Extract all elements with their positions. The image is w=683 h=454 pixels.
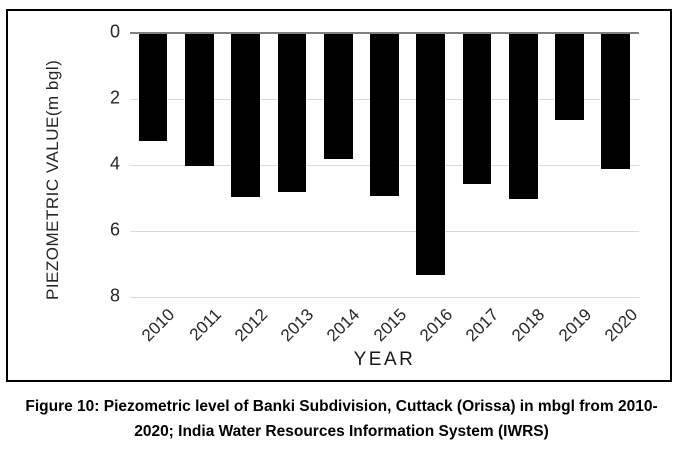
- bar-2017: [462, 34, 492, 185]
- bar-2010: [138, 34, 168, 142]
- bar-2012: [231, 34, 260, 198]
- bar-2016: [416, 34, 446, 275]
- bar-2015: [370, 34, 399, 196]
- x-tick-label-2010: 2010: [138, 305, 179, 346]
- y-tick-label-4: 4: [109, 153, 120, 174]
- bar-slot-2019: [546, 33, 592, 297]
- bar-slot-2010: [130, 33, 176, 297]
- y-tick-label-8: 8: [109, 285, 120, 306]
- figure-caption-line2: 2020; India Water Resources Information …: [134, 423, 549, 440]
- figure-caption-line1: Figure 10: Piezometric level of Banki Su…: [25, 398, 658, 415]
- bar-2019: [555, 34, 584, 120]
- bar-2013: [277, 34, 307, 193]
- bar-slot-2015: [361, 33, 407, 297]
- y-axis-title: PIEZOMETRIC VALUE(m bgl): [43, 59, 62, 300]
- bar-slot-2013: [269, 33, 315, 297]
- x-tick-label-2013: 2013: [277, 305, 318, 346]
- bar-2014: [323, 34, 353, 160]
- gridline-y8: [130, 297, 639, 298]
- x-tick-label-2019: 2019: [554, 305, 596, 346]
- x-tick-label-2011: 2011: [185, 305, 225, 345]
- plot-area: [130, 32, 639, 298]
- y-axis-tick-labels: 0 2 4 6 8: [80, 21, 120, 305]
- x-tick-label-2012: 2012: [230, 305, 272, 346]
- gridline-y6: [130, 231, 639, 232]
- bar-series: [130, 33, 639, 297]
- x-tick-label-2015: 2015: [369, 305, 410, 346]
- bar-slot-2018: [500, 33, 546, 297]
- x-axis-tick-labels: 2010 2011 2012 2013 2014 2015 2016 2017 2018 2019…: [130, 301, 642, 347]
- x-tick-label-2014: 2014: [323, 305, 364, 346]
- y-tick-label-0: 0: [109, 21, 120, 42]
- bar-2011: [185, 34, 214, 166]
- bar-slot-2017: [454, 33, 500, 297]
- figure-caption: Figure 10: Piezometric level of Banki Su…: [0, 394, 683, 444]
- y-tick-label-6: 6: [109, 219, 120, 240]
- y-tick-label-2: 2: [109, 87, 120, 108]
- bar-slot-2012: [223, 33, 269, 297]
- bar-slot-2020: [593, 33, 639, 297]
- x-tick-label-2018: 2018: [508, 305, 549, 346]
- bar-slot-2014: [315, 33, 361, 297]
- x-tick-label-2017: 2017: [462, 305, 503, 346]
- x-axis-title: YEAR: [353, 349, 416, 370]
- x-tick-label-2020: 2020: [601, 305, 642, 346]
- x-tick-label-2016: 2016: [416, 305, 457, 346]
- bar-2020: [601, 34, 631, 170]
- bar-slot-2011: [176, 33, 222, 297]
- bar-slot-2016: [408, 33, 454, 297]
- bar-2018: [508, 34, 538, 199]
- gridline-y0: [130, 32, 639, 34]
